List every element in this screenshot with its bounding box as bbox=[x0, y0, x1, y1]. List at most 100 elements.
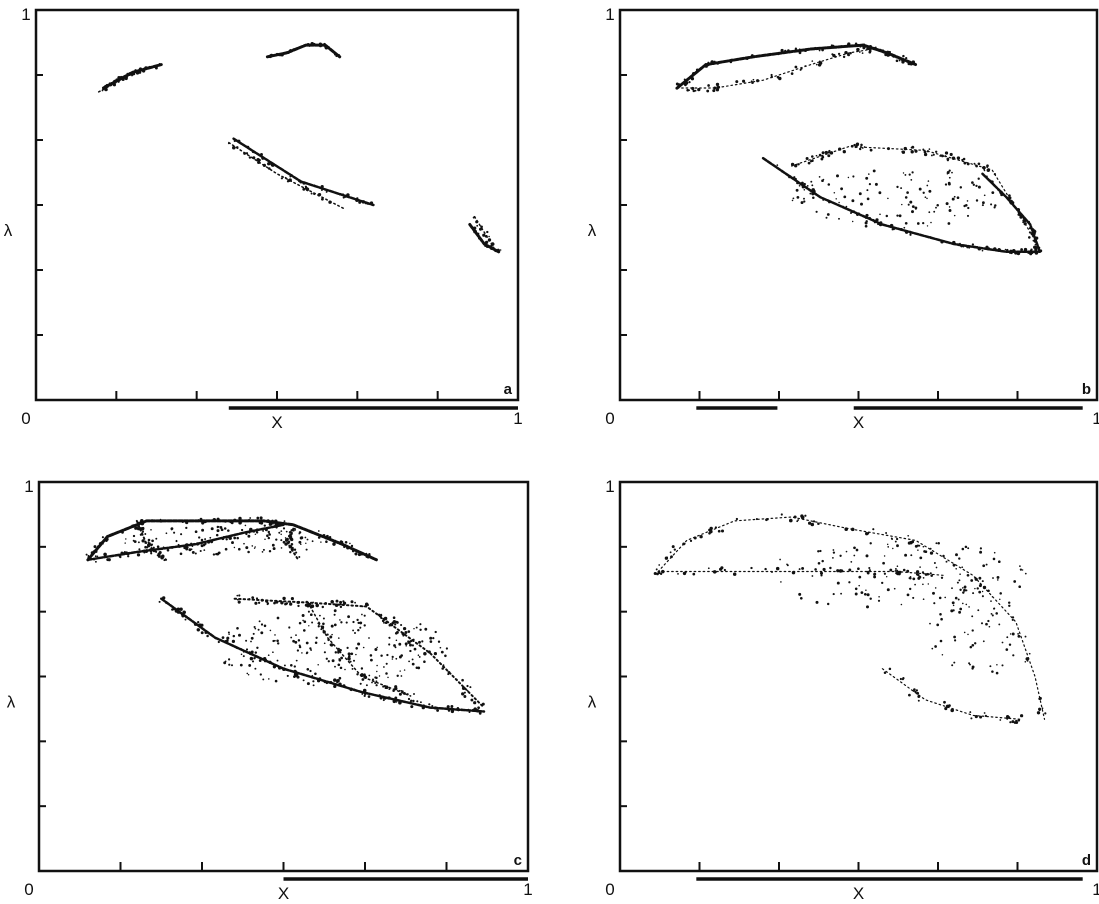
data-point bbox=[922, 191, 925, 194]
data-point bbox=[898, 214, 902, 218]
data-point bbox=[998, 623, 1001, 626]
data-point bbox=[780, 170, 784, 173]
data-point bbox=[862, 46, 866, 50]
data-point bbox=[978, 584, 982, 588]
data-point bbox=[1024, 635, 1027, 638]
data-point bbox=[243, 542, 245, 545]
data-point bbox=[226, 636, 230, 640]
data-point bbox=[141, 539, 145, 543]
data-point bbox=[93, 558, 96, 561]
data-point bbox=[337, 54, 341, 57]
data-point bbox=[245, 639, 248, 642]
data-point bbox=[386, 653, 389, 657]
data-point bbox=[872, 218, 875, 221]
data-point bbox=[800, 201, 804, 205]
panel-label: b bbox=[1082, 381, 1091, 398]
data-point bbox=[882, 561, 885, 565]
data-point bbox=[342, 601, 347, 605]
data-point bbox=[114, 80, 117, 84]
data-point bbox=[367, 695, 371, 698]
data-point bbox=[860, 591, 864, 594]
data-point bbox=[104, 84, 108, 88]
data-point bbox=[310, 192, 313, 195]
data-point bbox=[276, 524, 280, 527]
data-point bbox=[230, 521, 234, 525]
data-point bbox=[264, 528, 268, 532]
data-point bbox=[280, 533, 282, 536]
data-point bbox=[838, 201, 840, 204]
data-point bbox=[799, 596, 803, 600]
data-point bbox=[272, 665, 277, 669]
data-point bbox=[361, 200, 366, 204]
data-point bbox=[157, 554, 161, 558]
data-point bbox=[190, 548, 193, 551]
data-point bbox=[692, 89, 696, 93]
data-point bbox=[204, 542, 207, 545]
data-point bbox=[693, 536, 697, 540]
data-point bbox=[917, 549, 919, 551]
data-point bbox=[409, 643, 412, 647]
data-point bbox=[463, 691, 466, 694]
data-point bbox=[927, 583, 930, 585]
data-point bbox=[971, 665, 975, 669]
data-point bbox=[477, 710, 480, 713]
data-point bbox=[349, 542, 351, 545]
data-point bbox=[924, 196, 927, 199]
data-point bbox=[298, 644, 301, 647]
data-point bbox=[347, 654, 351, 658]
data-point bbox=[922, 221, 925, 225]
data-point bbox=[197, 621, 200, 624]
panel-label: a bbox=[504, 381, 513, 398]
data-point bbox=[797, 519, 800, 521]
data-point bbox=[744, 57, 747, 60]
data-point bbox=[868, 173, 870, 175]
data-point bbox=[255, 597, 259, 600]
data-point bbox=[468, 711, 471, 714]
data-point bbox=[398, 642, 402, 646]
data-point bbox=[996, 663, 998, 666]
data-point bbox=[262, 678, 265, 681]
data-point bbox=[101, 542, 104, 545]
data-point bbox=[819, 549, 822, 553]
data-point bbox=[306, 42, 310, 47]
data-point bbox=[284, 176, 287, 179]
data-point bbox=[817, 522, 820, 526]
data-point bbox=[288, 533, 292, 537]
data-point bbox=[282, 527, 286, 530]
data-point bbox=[1009, 249, 1013, 253]
data-point bbox=[811, 60, 814, 62]
data-point bbox=[909, 576, 912, 580]
data-point bbox=[1034, 243, 1037, 246]
data-point bbox=[145, 548, 148, 551]
data-point bbox=[180, 533, 183, 536]
data-point bbox=[907, 61, 911, 66]
data-point bbox=[839, 554, 842, 557]
data-point bbox=[163, 559, 166, 562]
data-point bbox=[290, 597, 294, 601]
data-point bbox=[194, 552, 197, 555]
data-point bbox=[878, 191, 882, 195]
data-point bbox=[403, 669, 406, 671]
data-point bbox=[796, 181, 799, 185]
data-point bbox=[1008, 643, 1012, 646]
data-point bbox=[951, 664, 954, 667]
data-point bbox=[296, 649, 300, 652]
data-point bbox=[338, 192, 342, 196]
data-point bbox=[780, 513, 783, 516]
data-point bbox=[811, 155, 814, 158]
data-point bbox=[123, 551, 126, 554]
data-point bbox=[940, 154, 944, 158]
data-point bbox=[820, 157, 824, 161]
data-point bbox=[673, 548, 676, 551]
data-point bbox=[842, 150, 846, 154]
data-point bbox=[735, 517, 739, 521]
data-point bbox=[330, 624, 334, 628]
data-point bbox=[1001, 664, 1004, 667]
data-point bbox=[333, 678, 337, 682]
data-point bbox=[906, 191, 909, 194]
data-point bbox=[699, 535, 703, 539]
data-point bbox=[292, 48, 296, 52]
data-point bbox=[298, 532, 300, 535]
data-point bbox=[268, 522, 273, 526]
data-point bbox=[883, 572, 887, 575]
